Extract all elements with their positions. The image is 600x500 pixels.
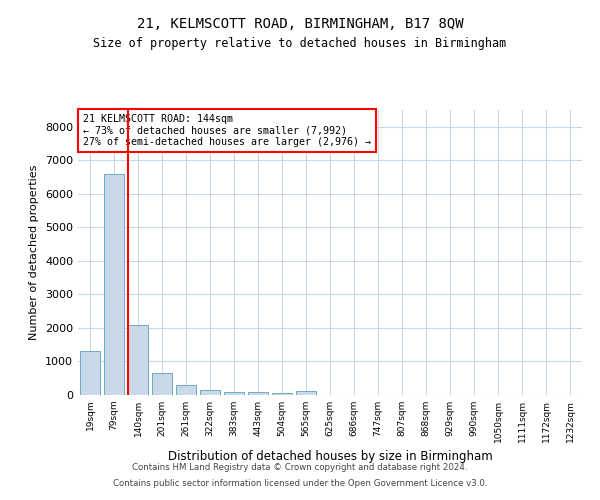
Bar bbox=[152, 373, 172, 395]
Bar bbox=[128, 324, 148, 395]
X-axis label: Distribution of detached houses by size in Birmingham: Distribution of detached houses by size … bbox=[167, 450, 493, 464]
Text: Contains HM Land Registry data © Crown copyright and database right 2024.: Contains HM Land Registry data © Crown c… bbox=[132, 464, 468, 472]
Text: Contains public sector information licensed under the Open Government Licence v3: Contains public sector information licen… bbox=[113, 478, 487, 488]
Bar bbox=[224, 392, 244, 395]
Bar bbox=[248, 392, 268, 395]
Text: 21 KELMSCOTT ROAD: 144sqm
← 73% of detached houses are smaller (7,992)
27% of se: 21 KELMSCOTT ROAD: 144sqm ← 73% of detac… bbox=[83, 114, 371, 148]
Bar bbox=[200, 390, 220, 395]
Bar bbox=[272, 394, 292, 395]
Text: 21, KELMSCOTT ROAD, BIRMINGHAM, B17 8QW: 21, KELMSCOTT ROAD, BIRMINGHAM, B17 8QW bbox=[137, 18, 463, 32]
Bar bbox=[296, 390, 316, 395]
Bar bbox=[176, 385, 196, 395]
Bar bbox=[80, 352, 100, 395]
Y-axis label: Number of detached properties: Number of detached properties bbox=[29, 165, 40, 340]
Text: Size of property relative to detached houses in Birmingham: Size of property relative to detached ho… bbox=[94, 38, 506, 51]
Bar bbox=[104, 174, 124, 395]
